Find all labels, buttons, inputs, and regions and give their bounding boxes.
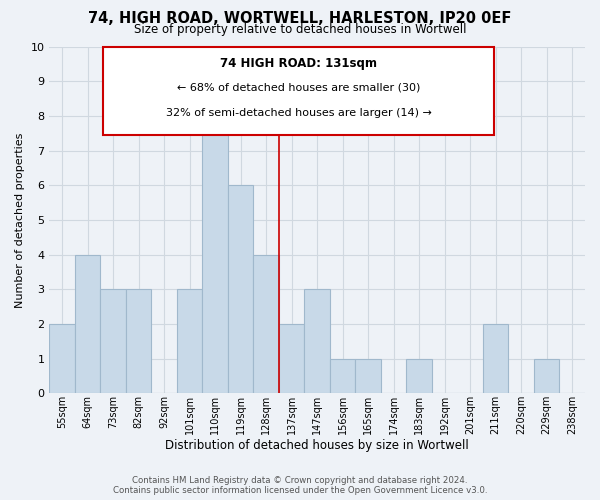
Bar — [279, 324, 304, 393]
Bar — [304, 289, 330, 393]
Text: 74, HIGH ROAD, WORTWELL, HARLESTON, IP20 0EF: 74, HIGH ROAD, WORTWELL, HARLESTON, IP20… — [88, 11, 512, 26]
Y-axis label: Number of detached properties: Number of detached properties — [15, 132, 25, 308]
Bar — [177, 289, 202, 393]
Text: ← 68% of detached houses are smaller (30): ← 68% of detached houses are smaller (30… — [177, 83, 420, 93]
Bar — [253, 254, 279, 393]
Text: 32% of semi-detached houses are larger (14) →: 32% of semi-detached houses are larger (… — [166, 108, 431, 118]
Bar — [534, 358, 559, 393]
Text: Size of property relative to detached houses in Wortwell: Size of property relative to detached ho… — [134, 24, 466, 36]
Bar — [355, 358, 381, 393]
Text: 74 HIGH ROAD: 131sqm: 74 HIGH ROAD: 131sqm — [220, 57, 377, 70]
Text: Contains HM Land Registry data © Crown copyright and database right 2024.: Contains HM Land Registry data © Crown c… — [132, 476, 468, 485]
Bar — [330, 358, 355, 393]
Bar — [228, 185, 253, 393]
Text: Contains public sector information licensed under the Open Government Licence v3: Contains public sector information licen… — [113, 486, 487, 495]
Bar — [483, 324, 508, 393]
Bar — [406, 358, 432, 393]
Bar — [100, 289, 126, 393]
Bar — [49, 324, 75, 393]
FancyBboxPatch shape — [103, 46, 494, 135]
Bar — [75, 254, 100, 393]
Bar — [202, 116, 228, 393]
X-axis label: Distribution of detached houses by size in Wortwell: Distribution of detached houses by size … — [166, 440, 469, 452]
Bar — [126, 289, 151, 393]
